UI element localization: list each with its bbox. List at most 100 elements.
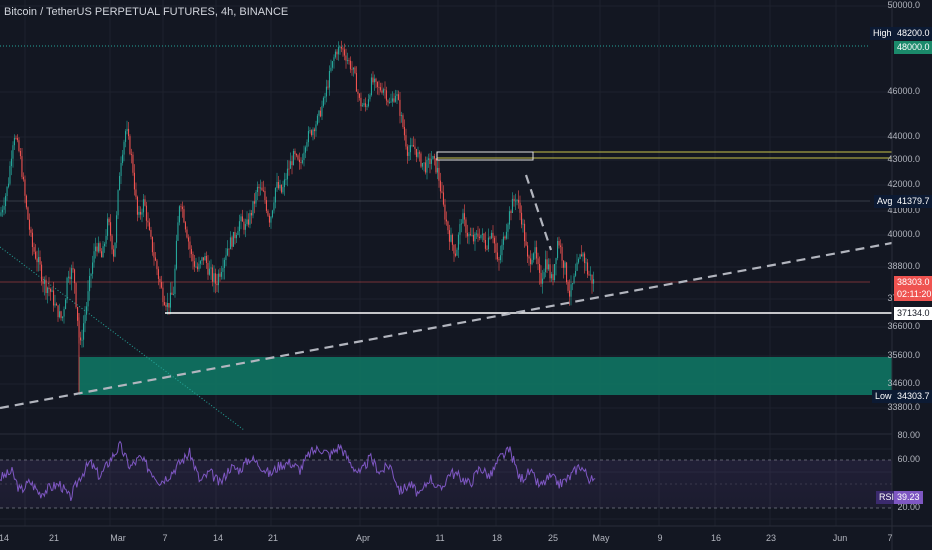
candle-body [177,222,179,241]
candle-body [5,195,7,207]
candle-body [81,339,83,341]
candle-body [381,90,383,93]
candle-body [107,218,109,236]
candle-body [92,262,94,274]
candle-body [536,247,538,259]
candle-body [480,234,482,238]
resistance-box-handle[interactable] [436,151,534,161]
candle-body [231,237,233,247]
candle-body [558,241,560,246]
candle-body [0,212,2,216]
candle-body [174,268,176,294]
candle-body [390,101,392,103]
candle-body [319,110,321,117]
candle-body [549,264,551,279]
candle-body [111,235,113,250]
candle-body [566,262,568,283]
candle-body [273,202,275,211]
time-axis-label: 21 [267,533,279,543]
candle-body [483,233,485,241]
candle-body [463,213,465,220]
candle-body [370,77,372,96]
candle-body [376,81,378,87]
candle-body [315,124,317,132]
rsi-value-tag: 39.23 [894,491,923,504]
candle-body [168,303,170,308]
candle-body [465,219,467,233]
candle-body [403,127,405,136]
candle-body [363,103,365,106]
candle-body [340,46,342,49]
candle-body [63,309,65,317]
candle-body [524,223,526,242]
candle-body [442,192,444,205]
candle-body [405,135,407,147]
rising-trendline[interactable] [0,241,893,410]
rsi-line [0,440,596,501]
candle-body [68,276,70,278]
candle-body [451,234,453,245]
candle-body [534,247,536,254]
candle-body [199,261,201,264]
candle-body [297,155,299,160]
candle-body [414,146,416,149]
time-axis-label: 21 [48,533,60,543]
candle-body [116,215,118,243]
candle-body [22,176,24,180]
candle-body [223,259,225,268]
candle-body [219,273,221,277]
time-axis-label: 23 [765,533,777,543]
candle-body [432,156,434,160]
candle-body [322,97,324,107]
candle-body [201,257,203,261]
time-axis-label: Mar [110,533,126,543]
candle-body [360,97,362,107]
candle-body [193,261,195,267]
candle-body [166,303,168,307]
candle-body [19,151,21,157]
candle-body [337,47,339,55]
candle-body [253,201,255,204]
candle-body [265,200,267,211]
candle-body [486,248,488,250]
candle-body [54,303,56,306]
candle-body [441,191,443,193]
candle-body [44,279,46,284]
candle-body [220,272,222,277]
chart-title[interactable]: Bitcoin / TetherUS PERPETUAL FUTURES, 4h… [4,6,289,18]
price-axis-label: 42000.0 [887,179,920,189]
candle-body [101,251,103,258]
candle-body [211,267,213,282]
candle-body [216,283,218,286]
candle-body [262,190,264,192]
candle-body [45,279,47,293]
time-axis-label: 9 [657,533,663,543]
candle-body [301,160,303,163]
candle-body [489,237,491,239]
candle-body [411,145,413,146]
candle-body [567,282,569,291]
high-value-tag: 48200.0 [894,27,932,40]
candle-body [250,213,252,216]
candle-body [433,156,435,159]
candle-body [439,180,441,192]
candle-body [148,222,150,231]
candle-body [56,303,58,306]
candle-body [160,281,162,288]
candle-body [572,283,574,285]
falling-dashed-segment[interactable] [524,174,553,251]
candle-body [255,192,257,204]
resistance-box[interactable] [436,151,893,159]
candle-body [195,266,197,268]
candle-body [298,159,300,163]
candle-body [89,276,91,292]
candle-body [59,311,61,318]
candle-body [324,96,326,98]
candle-body [18,140,20,151]
candle-body [235,235,237,239]
candle-body [288,168,290,170]
candle-body [8,183,10,187]
candle-body [522,223,524,225]
candle-body [456,249,458,256]
